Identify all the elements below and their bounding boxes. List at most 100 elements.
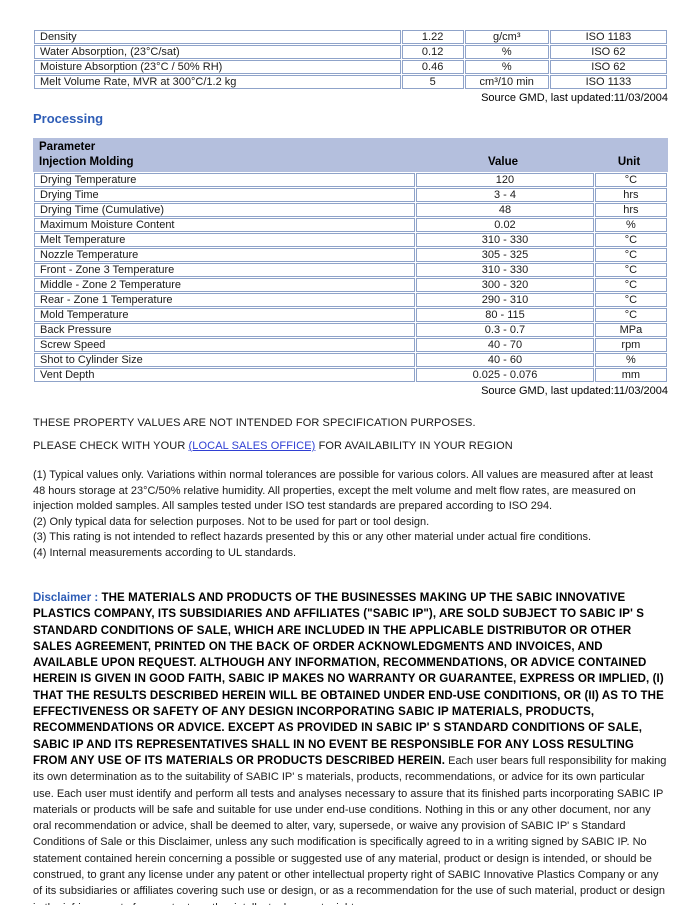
- processing-value: 3 - 4: [416, 188, 594, 202]
- processing-unit: rpm: [594, 338, 667, 352]
- processing-parameter: Rear - Zone 1 Temperature: [34, 293, 416, 307]
- property-unit: %: [464, 45, 549, 59]
- processing-parameter: Screw Speed: [34, 338, 416, 352]
- property-value: 0.46: [401, 60, 464, 74]
- disclaimer-bold-text: THE MATERIALS AND PRODUCTS OF THE BUSINE…: [33, 592, 664, 767]
- header-columns-row: Injection Molding Value Unit: [33, 155, 668, 172]
- processing-row: Drying Time (Cumulative) 48 hrs: [34, 203, 667, 217]
- processing-row: Maximum Moisture Content 0.02 %: [34, 218, 667, 232]
- source-note: Source GMD, last updated:11/03/2004: [481, 385, 668, 397]
- processing-parameter: Mold Temperature: [34, 308, 416, 322]
- processing-row: Rear - Zone 1 Temperature 290 - 310 °C: [34, 293, 667, 307]
- processing-unit: °C: [594, 308, 667, 322]
- processing-row: Melt Temperature 310 - 330 °C: [34, 233, 667, 247]
- processing-value: 0.3 - 0.7: [416, 323, 594, 337]
- processing-row: Screw Speed 40 - 70 rpm: [34, 338, 667, 352]
- processing-value: 310 - 330: [416, 263, 594, 277]
- property-unit: cm³/10 min: [464, 75, 549, 89]
- processing-unit: hrs: [594, 188, 667, 202]
- property-unit: %: [464, 60, 549, 74]
- property-row: Melt Volume Rate, MVR at 300°C/1.2 kg 5 …: [34, 75, 667, 89]
- processing-value: 120: [416, 173, 594, 187]
- header-injection-molding: Injection Molding: [39, 156, 134, 168]
- processing-value: 40 - 60: [416, 353, 594, 367]
- footnote: (2) Only typical data for selection purp…: [33, 515, 430, 528]
- processing-row: Vent Depth 0.025 - 0.076 mm: [34, 368, 667, 382]
- processing-value: 305 - 325: [416, 248, 594, 262]
- processing-value: 310 - 330: [416, 233, 594, 247]
- property-value: 5: [401, 75, 464, 89]
- property-value: 0.12: [401, 45, 464, 59]
- processing-parameter: Middle - Zone 2 Temperature: [34, 278, 416, 292]
- processing-row: Drying Time 3 - 4 hrs: [34, 188, 667, 202]
- processing-unit: hrs: [594, 203, 667, 217]
- property-row: Density 1.22 g/cm³ ISO 1183: [34, 30, 667, 44]
- processing-unit: °C: [594, 293, 667, 307]
- source-note: Source GMD, last updated:11/03/2004: [481, 92, 668, 104]
- processing-unit: °C: [594, 263, 667, 277]
- physical-properties-table: Density 1.22 g/cm³ ISO 1183 Water Absorp…: [33, 29, 668, 90]
- property-name: Melt Volume Rate, MVR at 300°C/1.2 kg: [34, 75, 401, 89]
- property-standard: ISO 62: [549, 45, 667, 59]
- processing-unit: MPa: [594, 323, 667, 337]
- header-value: Value: [487, 156, 519, 168]
- processing-unit: °C: [594, 233, 667, 247]
- processing-row: Mold Temperature 80 - 115 °C: [34, 308, 667, 322]
- processing-table-header: Parameter Injection Molding Value Unit: [33, 138, 668, 172]
- processing-value: 300 - 320: [416, 278, 594, 292]
- processing-unit: mm: [594, 368, 667, 382]
- disclaimer: Disclaimer : THE MATERIALS AND PRODUCTS …: [33, 590, 668, 905]
- processing-parameter: Shot to Cylinder Size: [34, 353, 416, 367]
- processing-value: 48: [416, 203, 594, 217]
- footnotes-block: (1) Typical values only. Variations with…: [33, 468, 668, 561]
- processing-value: 40 - 70: [416, 338, 594, 352]
- property-name: Moisture Absorption (23°C / 50% RH): [34, 60, 401, 74]
- processing-row: Front - Zone 3 Temperature 310 - 330 °C: [34, 263, 667, 277]
- property-name: Density: [34, 30, 401, 44]
- availability-prefix: PLEASE CHECK WITH YOUR: [33, 440, 189, 452]
- property-name: Water Absorption, (23°C/sat): [34, 45, 401, 59]
- disclaimer-label: Disclaimer :: [33, 592, 99, 604]
- footnote: (4) Internal measurements according to U…: [33, 546, 297, 559]
- processing-parameter: Melt Temperature: [34, 233, 416, 247]
- property-standard: ISO 1183: [549, 30, 667, 44]
- processing-row: Drying Temperature 120 °C: [34, 173, 667, 187]
- processing-unit: °C: [594, 173, 667, 187]
- property-standard: ISO 1133: [549, 75, 667, 89]
- header-parameter-label: Parameter: [39, 141, 96, 153]
- processing-unit: %: [594, 353, 667, 367]
- processing-parameter: Front - Zone 3 Temperature: [34, 263, 416, 277]
- processing-parameter: Vent Depth: [34, 368, 416, 382]
- property-row: Water Absorption, (23°C/sat) 0.12 % ISO …: [34, 45, 667, 59]
- footnote: (1) Typical values only. Variations with…: [33, 469, 653, 512]
- processing-parameter: Drying Time: [34, 188, 416, 202]
- processing-row: Nozzle Temperature 305 - 325 °C: [34, 248, 667, 262]
- processing-table: Drying Temperature 120 °C Drying Time 3 …: [33, 172, 668, 383]
- availability-note: PLEASE CHECK WITH YOUR (LOCAL SALES OFFI…: [33, 440, 668, 453]
- property-unit: g/cm³: [464, 30, 549, 44]
- property-row: Moisture Absorption (23°C / 50% RH) 0.46…: [34, 60, 667, 74]
- spec-purpose-note: THESE PROPERTY VALUES ARE NOT INTENDED F…: [33, 417, 476, 429]
- availability-suffix: FOR AVAILABILITY IN YOUR REGION: [315, 440, 513, 452]
- disclaimer-body-text: Each user bears full responsibility for …: [33, 754, 667, 905]
- processing-value: 290 - 310: [416, 293, 594, 307]
- processing-unit: °C: [594, 248, 667, 262]
- property-value: 1.22: [401, 30, 464, 44]
- local-sales-office-link[interactable]: (LOCAL SALES OFFICE): [188, 440, 316, 452]
- processing-unit: %: [594, 218, 667, 232]
- processing-row: Back Pressure 0.3 - 0.7 MPa: [34, 323, 667, 337]
- processing-value: 0.02: [416, 218, 594, 232]
- processing-unit: °C: [594, 278, 667, 292]
- processing-parameter: Maximum Moisture Content: [34, 218, 416, 232]
- processing-row: Shot to Cylinder Size 40 - 60 %: [34, 353, 667, 367]
- processing-row: Middle - Zone 2 Temperature 300 - 320 °C: [34, 278, 667, 292]
- processing-parameter: Drying Temperature: [34, 173, 416, 187]
- property-standard: ISO 62: [549, 60, 667, 74]
- processing-heading: Processing: [33, 111, 104, 126]
- header-unit: Unit: [617, 156, 641, 168]
- processing-parameter: Back Pressure: [34, 323, 416, 337]
- processing-parameter: Nozzle Temperature: [34, 248, 416, 262]
- footnote: (3) This rating is not intended to refle…: [33, 531, 592, 543]
- processing-value: 0.025 - 0.076: [416, 368, 594, 382]
